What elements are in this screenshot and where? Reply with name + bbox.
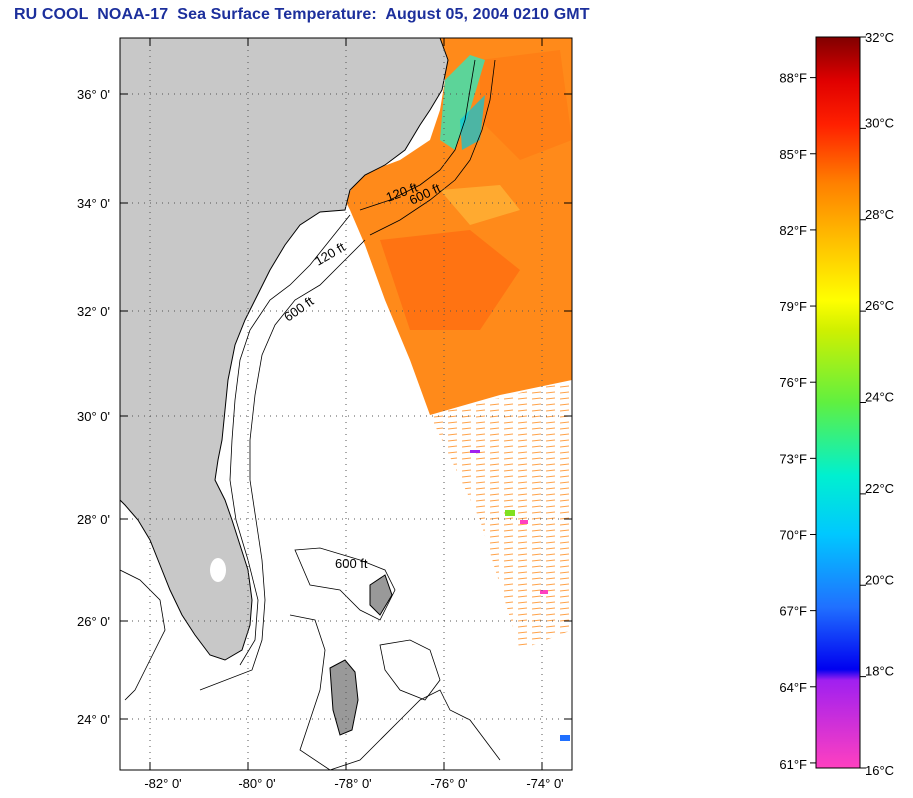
lon-label-74: -74° 0' (526, 776, 563, 791)
lon-label-78: -78° 0' (334, 776, 371, 791)
colorbar: 88°F 85°F 82°F 79°F 76°F 73°F 70°F 67°F 64°F 61°F… (779, 30, 894, 778)
lat-label-28: 28° 0' (77, 512, 110, 527)
colorbar-fahrenheit-label: 79°F (779, 299, 807, 314)
land-bahamas (329, 659, 359, 736)
lat-label-24: 24° 0' (77, 712, 110, 727)
colorbar-fahrenheit-label: 88°F (779, 71, 807, 86)
isobath-120ft (229, 214, 351, 666)
map-ticks (120, 38, 572, 770)
map-panel: 120 ft 600 ft 120 ft 600 ft 600 ft (77, 37, 573, 791)
isobath-swath-600ft (369, 59, 496, 236)
colorbar-fahrenheit-label: 67°F (779, 604, 807, 619)
colorbar-celsius-label: 32°C (865, 30, 894, 45)
lat-label-30: 30° 0' (77, 409, 110, 424)
colorbar-celsius-label: 28°C (865, 207, 894, 222)
sst-yellow-patch (440, 185, 520, 225)
sst-striated-region (430, 380, 572, 650)
map-title: RU COOL NOAA-17 Sea Surface Temperature:… (14, 6, 590, 23)
lat-label-26: 26° 0' (77, 614, 110, 629)
colorbar-gradient (815, 36, 861, 769)
colorbar-celsius-label: 16°C (865, 763, 894, 778)
sst-warm-patch (380, 230, 520, 330)
colorbar-celsius-label: 26°C (865, 298, 894, 313)
colorbar-celsius-label: 22°C (865, 481, 894, 496)
isobath-label-bahamas-600ft: 600 ft (335, 556, 368, 571)
lake-okeechobee (210, 558, 226, 582)
sst-warm-patch-2 (480, 50, 572, 160)
colorbar-fahrenheit-label: 70°F (779, 527, 807, 542)
map-grid (120, 38, 572, 770)
colorbar-celsius-label: 18°C (865, 664, 894, 679)
cuba-contour (120, 569, 166, 701)
lon-label-82: -82° 0' (144, 776, 181, 791)
colorbar-fahrenheit-label: 82°F (779, 223, 807, 238)
colorbar-celsius-label: 30°C (865, 115, 894, 130)
isobath-600ft (199, 239, 366, 691)
colorbar-fahrenheit-label: 76°F (779, 375, 807, 390)
lat-label-32: 32° 0' (77, 304, 110, 319)
land-us-southeast (120, 38, 449, 661)
colorbar-fahrenheit-labels: 88°F 85°F 82°F 79°F 76°F 73°F 70°F 67°F 64°F 61°F (779, 71, 816, 772)
lat-label-36: 36° 0' (77, 87, 110, 102)
colorbar-fahrenheit-label: 73°F (779, 451, 807, 466)
colorbar-celsius-labels: 32°C 30°C 28°C 26°C 24°C 22°C 20°C 18°C 16°C (860, 30, 894, 778)
colorbar-fahrenheit-label: 64°F (779, 680, 807, 695)
bahamas-bank-contour-2 (289, 614, 501, 770)
colorbar-celsius-label: 20°C (865, 572, 894, 587)
colorbar-celsius-label: 24°C (865, 390, 894, 405)
colorbar-fahrenheit-label: 61°F (779, 757, 807, 772)
lat-label-34: 34° 0' (77, 196, 110, 211)
sst-cool-coastal (440, 55, 485, 150)
colorbar-fahrenheit-label: 85°F (779, 147, 807, 162)
lon-label-76: -76° 0' (430, 776, 467, 791)
bahamas-bank-contour (294, 547, 396, 621)
lon-label-80: -80° 0' (238, 776, 275, 791)
bahamas-bank-contour-3 (379, 639, 441, 701)
sst-noise-pixels (470, 450, 570, 741)
isobath-swath-120ft (359, 59, 476, 211)
land-bahamas-2 (369, 574, 393, 616)
sst-cool-coastal-2 (460, 95, 485, 150)
